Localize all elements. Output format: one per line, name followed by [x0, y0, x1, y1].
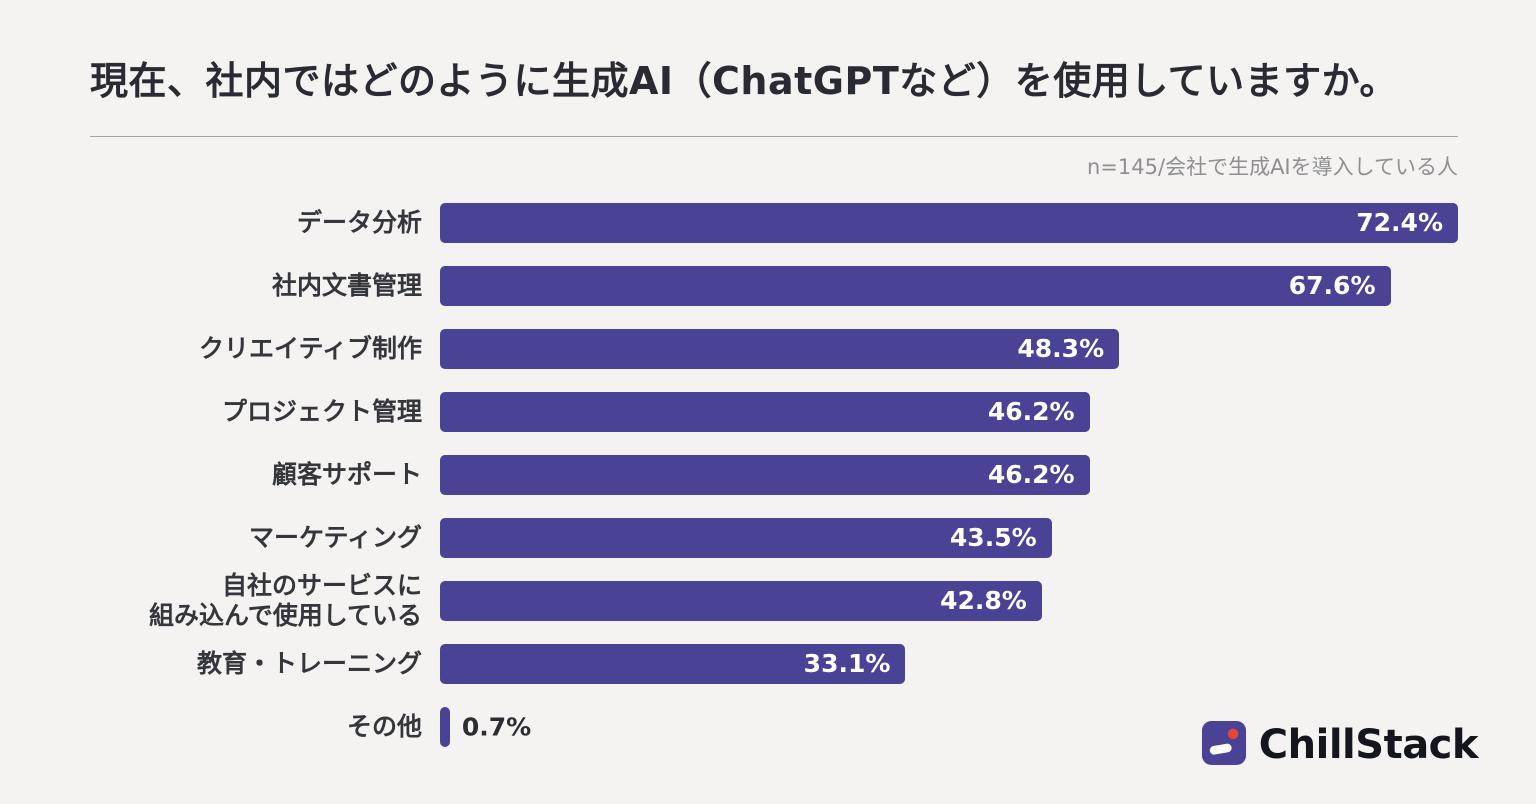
bar-row: 顧客サポート 46.2% [0, 454, 1458, 495]
bar-track: 46.2% [440, 454, 1458, 495]
value-label: 33.1% [803, 649, 891, 678]
bar-row: 教育・トレーニング 33.1% [0, 643, 1458, 684]
bar [440, 706, 450, 747]
bar-track: 72.4% [440, 202, 1458, 243]
category-label: その他 [346, 711, 422, 741]
category-label: 顧客サポート [271, 459, 422, 489]
value-label: 48.3% [1017, 334, 1105, 363]
category-label: 社内文書管理 [271, 270, 422, 300]
bar-row: データ分析 72.4% [0, 202, 1458, 243]
value-label: 46.2% [987, 460, 1075, 489]
bar: 42.8% [440, 580, 1042, 621]
bar: 33.1% [440, 643, 906, 684]
bar-track: 43.5% [440, 517, 1458, 558]
category-label: データ分析 [296, 207, 422, 237]
bar-track: 46.2% [440, 391, 1458, 432]
bar-row: 自社のサービスに 組み込んで使用している 42.8% [0, 571, 1458, 630]
bar-row: その他 0.7% [0, 706, 1458, 747]
bar: 43.5% [440, 517, 1052, 558]
bar: 46.2% [440, 454, 1090, 495]
bar-track: 0.7% [440, 706, 1458, 747]
bar: 48.3% [440, 328, 1120, 369]
category-label: クリエイティブ制作 [198, 333, 422, 363]
logo-wordmark: ChillStack [1258, 722, 1479, 768]
sample-size-note: n=145/会社で生成AIを導入している人 [1087, 154, 1458, 179]
value-label: 67.6% [1288, 271, 1376, 300]
value-label: 42.8% [940, 586, 1027, 615]
bar: 46.2% [440, 391, 1090, 432]
category-label: プロジェクト管理 [221, 396, 422, 426]
header: 現在、社内ではどのように生成AI（ChatGPTなど）を使用していますか。 n=… [0, 0, 1536, 181]
bar-track: 42.8% [440, 580, 1458, 621]
bar-row: プロジェクト管理 46.2% [0, 391, 1458, 432]
bar-row: クリエイティブ制作 48.3% [0, 328, 1458, 369]
page-title: 現在、社内ではどのように生成AI（ChatGPTなど）を使用していますか。 [90, 59, 1398, 103]
bar-track: 33.1% [440, 643, 1458, 684]
category-label: 教育・トレーニング [196, 648, 422, 678]
bar: 67.6% [440, 265, 1391, 306]
bar-row: 社内文書管理 67.6% [0, 265, 1458, 306]
value-label: 46.2% [987, 397, 1075, 426]
category-label: 自社のサービスに 組み込んで使用している [148, 570, 422, 630]
chillstack-logo-icon [1201, 720, 1247, 770]
value-label: 72.4% [1356, 208, 1443, 237]
brand-logo: ChillStack [1201, 720, 1479, 770]
bar-track: 48.3% [440, 328, 1458, 369]
bar-chart: データ分析 72.4% 社内文書管理 67.6% クリエイティブ制作 48.3% プロジェク… [0, 202, 1536, 747]
bar-track: 67.6% [440, 265, 1458, 306]
title-divider [90, 135, 1458, 137]
bar-row: マーケティング 43.5% [0, 517, 1458, 558]
value-label: 43.5% [949, 523, 1037, 552]
category-label: マーケティング [248, 522, 422, 552]
bar: 72.4% [440, 202, 1458, 243]
value-label: 0.7% [461, 712, 532, 741]
